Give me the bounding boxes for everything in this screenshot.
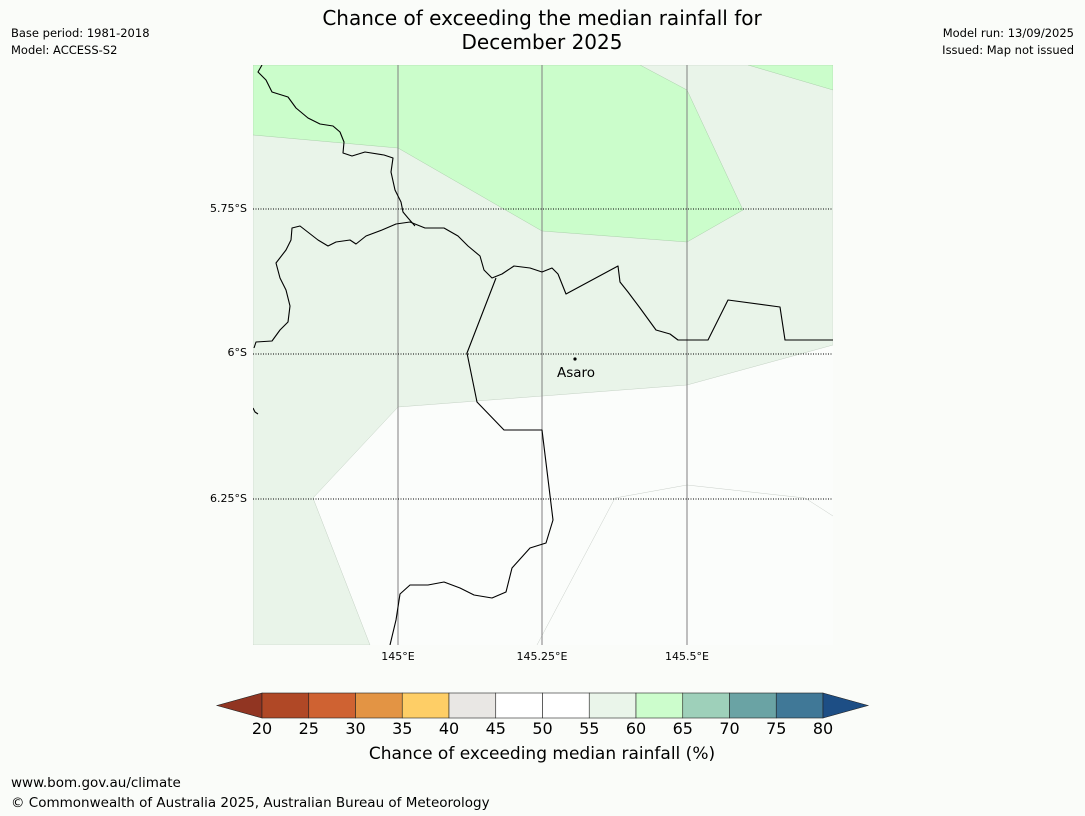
border-north-south: [389, 277, 554, 645]
grid-lon-lines: [397, 65, 688, 645]
map-title-line2: December 2025: [461, 30, 623, 54]
base-period-text: Base period: 1981-2018: [11, 26, 150, 40]
footer-copyright: © Commonwealth of Australia 2025, Austra…: [11, 795, 490, 811]
model-text: Model: ACCESS-S2: [11, 43, 118, 57]
meta-right: Model run: 13/09/2025 Issued: Map not is…: [942, 25, 1074, 59]
lat-label-6s: 6°S: [227, 346, 247, 359]
grid-lat-lines: [253, 208, 833, 500]
colorbar-tick-50: 50: [532, 719, 553, 738]
colorbar-tick-30: 30: [345, 719, 366, 738]
footer-url: www.bom.gov.au/climate: [11, 775, 181, 791]
colorbar-tick-45: 45: [485, 719, 506, 738]
colorbar-tick-65: 65: [672, 719, 693, 738]
colorbar-tick-60: 60: [625, 719, 647, 738]
province-borders: [253, 65, 833, 645]
colorbar-tick-55: 55: [579, 719, 600, 738]
lat-label-6-25s: 6.25°S: [210, 492, 247, 505]
probability-band-60-65-east: [747, 65, 833, 91]
colorbar-tick-70: 70: [719, 719, 740, 738]
issued-text: Issued: Map not issued: [942, 43, 1074, 57]
asaro-marker: [573, 357, 577, 361]
place-label-asaro: Asaro: [557, 365, 596, 381]
map-title-line1: Chance of exceeding the median rainfall …: [322, 6, 762, 30]
colorbar-tick-40: 40: [438, 719, 460, 738]
border-central: [253, 221, 833, 349]
border-west-fragment: [253, 407, 259, 415]
lat-label-5-75s: 5.75°S: [210, 202, 247, 215]
map-title: Chance of exceeding the median rainfall …: [242, 6, 842, 54]
colorbar-tick-25: 25: [298, 719, 319, 738]
meta-left: Base period: 1981-2018 Model: ACCESS-S2: [11, 25, 150, 59]
colorbar-tick-20: 20: [251, 719, 273, 738]
model-run-text: Model run: 13/09/2025: [942, 26, 1074, 40]
colorbar-label: Chance of exceeding median rainfall (%): [368, 744, 716, 764]
colorbar-tick-35: 35: [392, 719, 413, 738]
border-northwest: [257, 65, 416, 227]
lon-label-145-5e: 145.5°E: [665, 650, 709, 663]
lon-label-145e: 145°E: [381, 650, 415, 663]
lon-label-145-25e: 145.25°E: [516, 650, 568, 663]
colorbar-tick-75: 75: [766, 719, 787, 738]
colorbar-tick-80: 80: [812, 719, 834, 738]
